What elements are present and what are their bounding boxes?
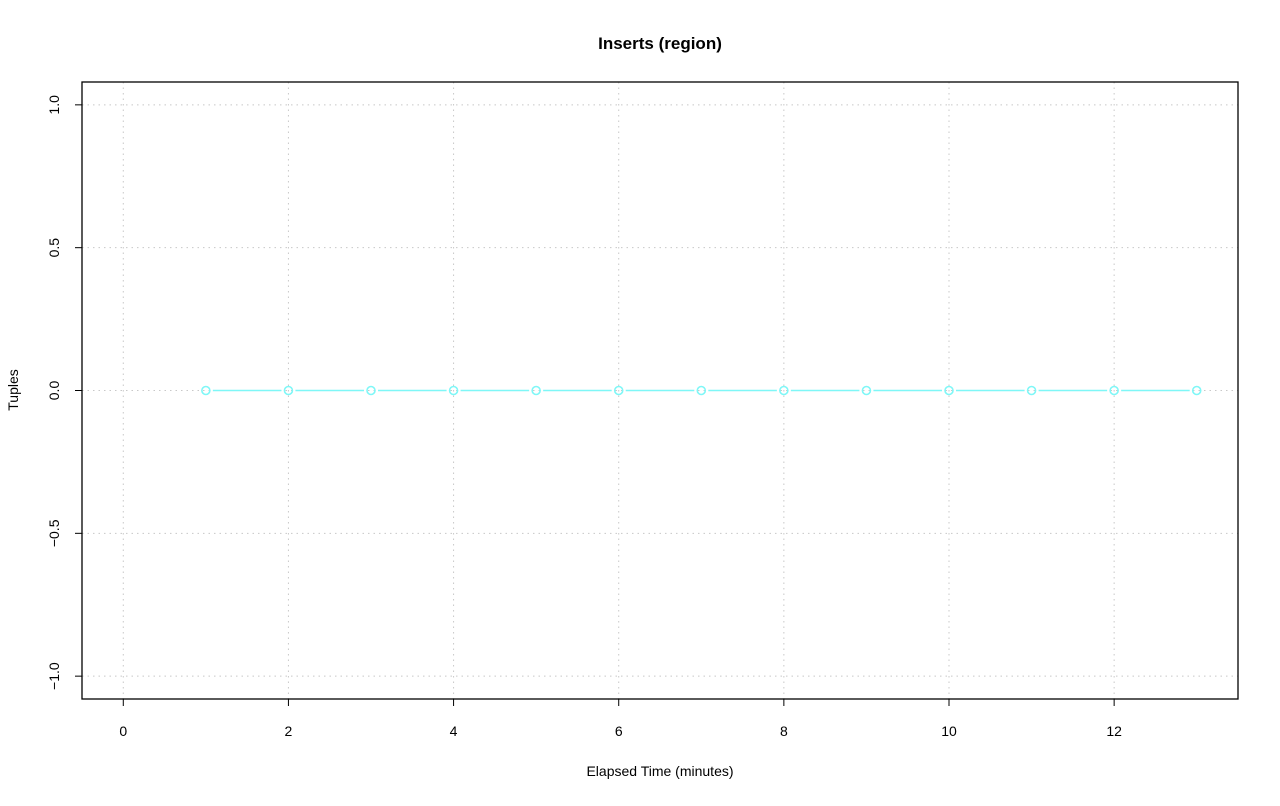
data-point xyxy=(944,385,954,396)
data-point xyxy=(366,385,376,396)
y-tick-label: 1.0 xyxy=(46,95,62,115)
data-point xyxy=(201,385,211,396)
x-tick-label: 4 xyxy=(450,723,458,739)
x-tick-label: 10 xyxy=(941,723,957,739)
data-point xyxy=(1191,385,1202,396)
data-point xyxy=(861,385,872,396)
data-point xyxy=(531,385,541,396)
x-tick-label: 2 xyxy=(285,723,293,739)
axes: 0 2 4 6 8 10 12 −1.0 −0.5 0.0 0.5 1.0 xyxy=(46,95,1122,739)
data-point xyxy=(1109,385,1119,396)
x-tick-label: 6 xyxy=(615,723,623,739)
data-point xyxy=(283,385,294,396)
data-point xyxy=(448,385,459,396)
y-tick-label: −0.5 xyxy=(46,519,62,547)
y-tick-label: −1.0 xyxy=(46,662,62,690)
series xyxy=(201,385,1202,396)
x-tick-label: 12 xyxy=(1106,723,1122,739)
x-tick-label: 0 xyxy=(119,723,127,739)
x-tick-label: 8 xyxy=(780,723,788,739)
chart-title: Inserts (region) xyxy=(598,34,722,53)
y-tick-label: 0.5 xyxy=(46,238,62,258)
y-axis-label: Tuples xyxy=(5,369,21,411)
data-point xyxy=(1026,385,1037,396)
x-axis-label: Elapsed Time (minutes) xyxy=(586,763,733,779)
y-tick-label: 0.0 xyxy=(46,381,62,401)
data-point xyxy=(779,385,789,396)
data-point xyxy=(696,385,707,396)
data-point xyxy=(613,385,624,396)
